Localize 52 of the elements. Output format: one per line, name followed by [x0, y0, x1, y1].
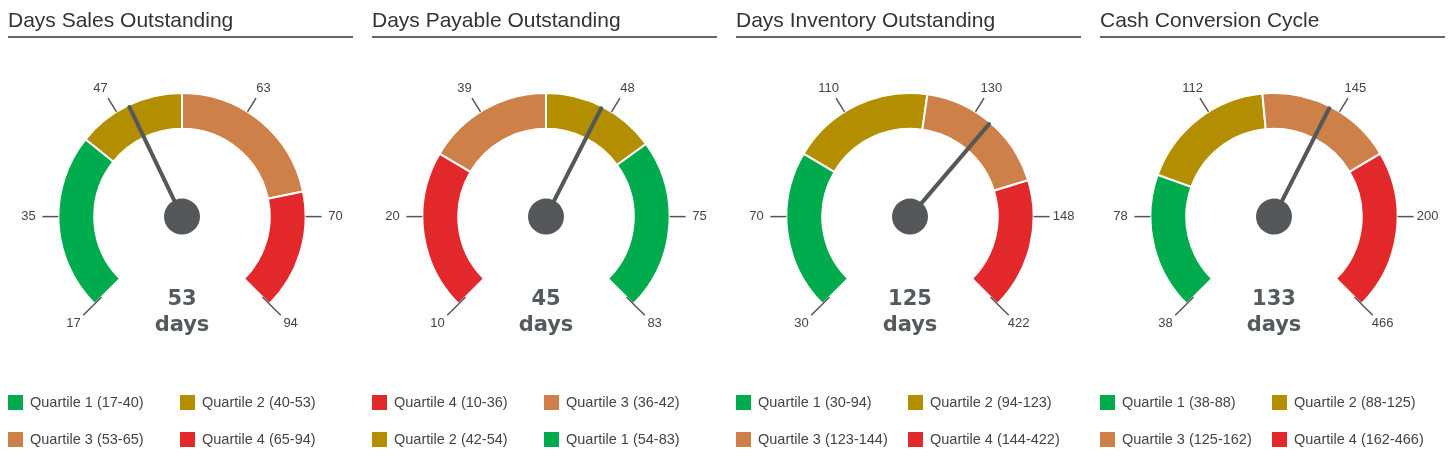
text: 145	[1344, 79, 1367, 95]
legend-label: Quartile 3 (36-42)	[566, 394, 680, 410]
text: 70	[328, 208, 343, 224]
text: 125	[888, 286, 932, 311]
legend-label: Quartile 1 (38-88)	[1122, 394, 1236, 410]
text: 17	[66, 315, 81, 331]
chart-title: Cash Conversion Cycle	[1100, 8, 1445, 38]
legend-label: Quartile 3 (53-65)	[30, 431, 144, 447]
text: 112	[1182, 79, 1203, 95]
text: 75	[692, 208, 707, 224]
text: 422	[1007, 315, 1030, 331]
legend-label: Quartile 4 (65-94)	[202, 431, 316, 447]
text: 38	[1158, 315, 1173, 331]
legend-label: Quartile 2 (88-125)	[1294, 394, 1416, 410]
text: 466	[1371, 315, 1394, 331]
text: 39	[457, 79, 472, 95]
text: 94	[283, 315, 298, 331]
text: 133	[1252, 286, 1296, 311]
legend-label: Quartile 4 (162-466)	[1294, 431, 1424, 447]
text: days	[154, 312, 210, 337]
text: 35	[21, 208, 36, 224]
legend-label: Quartile 2 (42-54)	[394, 431, 508, 447]
text: 70	[749, 208, 764, 224]
legend-label: Quartile 4 (10-36)	[394, 394, 508, 410]
text: 110	[818, 79, 839, 95]
text: days	[882, 312, 938, 337]
text: 53	[167, 286, 197, 311]
text: 148	[1052, 208, 1075, 224]
text: 45	[531, 286, 561, 311]
legend-label: Quartile 3 (123-144)	[758, 431, 888, 447]
text: 20	[385, 208, 400, 224]
legend-label: Quartile 1 (30-94)	[758, 394, 872, 410]
chart-title: Days Payable Outstanding	[372, 8, 717, 38]
text: 130	[980, 79, 1003, 95]
text: 30	[794, 315, 809, 331]
legend-label: Quartile 3 (125-162)	[1122, 431, 1252, 447]
legend-label: Quartile 2 (40-53)	[202, 394, 316, 410]
text: 63	[256, 79, 271, 95]
text: 48	[620, 79, 635, 95]
text: days	[1246, 312, 1302, 337]
legend-label: Quartile 2 (94-123)	[930, 394, 1052, 410]
legend-label: Quartile 1 (17-40)	[30, 394, 144, 410]
text: 10	[430, 315, 445, 331]
text: 78	[1113, 208, 1128, 224]
chart-title: Days Inventory Outstanding	[736, 8, 1081, 38]
text: 200	[1416, 208, 1439, 224]
text: 83	[647, 315, 662, 331]
text: 47	[93, 79, 108, 95]
legend-label: Quartile 1 (54-83)	[566, 431, 680, 447]
text: days	[518, 312, 574, 337]
chart-title: Days Sales Outstanding	[8, 8, 353, 38]
legend-label: Quartile 4 (144-422)	[930, 431, 1060, 447]
